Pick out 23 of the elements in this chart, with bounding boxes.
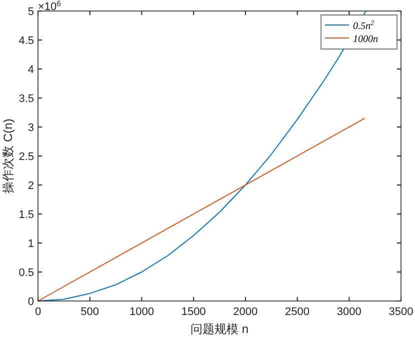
annotation: ×10$^{6}$ — [38, 0, 61, 13]
x-tick-label: 3500 — [388, 306, 414, 318]
x-tick-label: 2000 — [233, 306, 258, 318]
y-axis-title: 操作次数 C(n) — [1, 118, 15, 194]
y-tick-label: 0 — [28, 296, 34, 308]
x-tick-label: 2500 — [285, 306, 310, 318]
y-tick-label: 4 — [28, 64, 34, 76]
legend-label: 0.5n$^{2}$ — [353, 19, 374, 32]
x-tick-label: 500 — [80, 306, 100, 318]
y-tick-label: 2 — [28, 180, 34, 192]
x-tick-label: 3000 — [336, 306, 362, 318]
y-tick-label: 1.5 — [18, 209, 34, 221]
y-tick-label: 0.5 — [18, 267, 34, 279]
y-tick-label: 3 — [28, 122, 34, 134]
y-tick-label: 3.5 — [18, 93, 34, 105]
x-axis-title: 问题规模 n — [190, 322, 249, 336]
y-tick-label: 1 — [28, 238, 34, 250]
y-tick-label: 4.5 — [18, 35, 34, 47]
x-tick-label: 1000 — [129, 306, 154, 318]
x-tick-label: 1500 — [181, 306, 206, 318]
y-tick-label: 5 — [28, 6, 34, 18]
y-tick-label: 2.5 — [18, 151, 34, 163]
legend-label: 1000n — [353, 34, 378, 45]
